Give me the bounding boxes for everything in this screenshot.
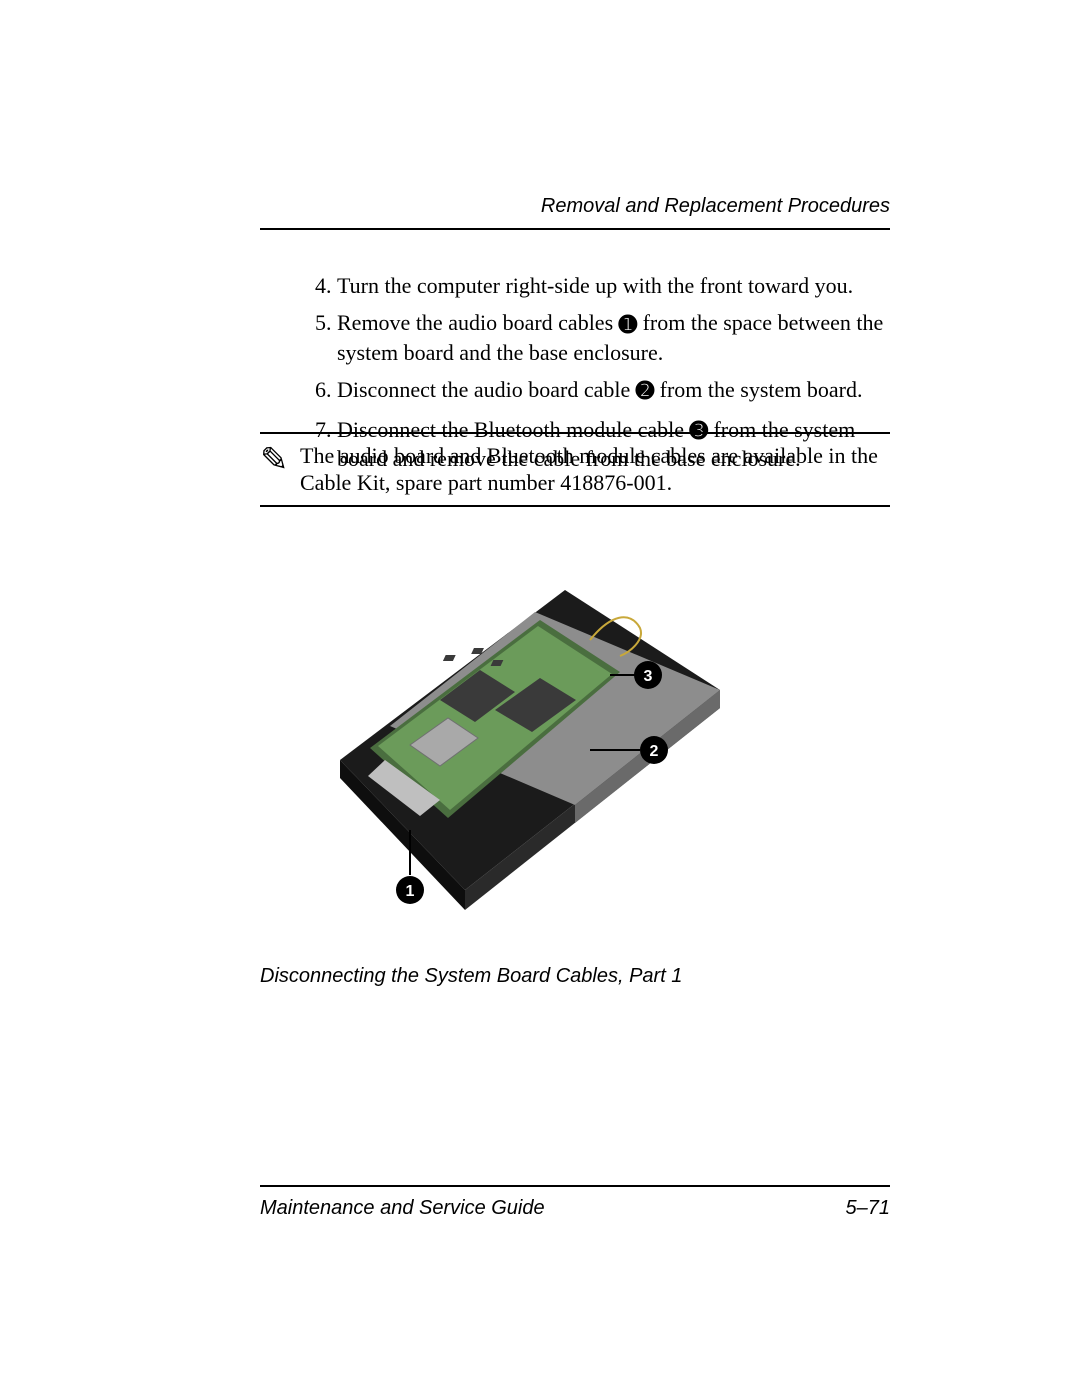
callout-1: 1 xyxy=(406,883,415,900)
list-item: 5 . Remove the audio board cables ➊ from… xyxy=(300,309,890,366)
figure: 1 2 3 xyxy=(290,560,730,930)
step-number: 4 xyxy=(300,272,326,299)
step-text-frag: Turn the computer right-side up with the… xyxy=(337,273,853,298)
step-text: Remove the audio board cables ➊ from the… xyxy=(337,309,890,366)
note-pencil-icon: ✎ xyxy=(260,442,300,478)
figure-caption: Disconnecting the System Board Cables, P… xyxy=(260,965,682,988)
footer-guide-title: Maintenance and Service Guide xyxy=(260,1197,545,1220)
dot: . xyxy=(326,376,337,406)
step-number: 6 xyxy=(300,376,326,406)
note-rule xyxy=(260,432,890,434)
step-number: 5 xyxy=(300,309,326,366)
callout-3: 3 xyxy=(644,668,653,685)
callout-marker-2: ➋ xyxy=(636,377,654,404)
section-header: Removal and Replacement Procedures xyxy=(541,195,890,218)
note-rule xyxy=(260,505,890,507)
step-text-frag: from the system board. xyxy=(654,377,862,402)
page: Removal and Replacement Procedures 4 . T… xyxy=(0,0,1080,1397)
step-text-frag: Disconnect the audio board cable xyxy=(337,377,636,402)
note-text: The audio board and Bluetooth module cab… xyxy=(300,442,890,497)
note-block: ✎ The audio board and Bluetooth module c… xyxy=(260,432,890,507)
dot: . xyxy=(326,309,337,366)
list-item: 4 . Turn the computer right-side up with… xyxy=(300,272,890,299)
step-text: Turn the computer right-side up with the… xyxy=(337,272,890,299)
footer-page-number: 5–71 xyxy=(846,1197,891,1220)
list-item: 6 . Disconnect the audio board cable ➋ f… xyxy=(300,376,890,406)
header-rule xyxy=(260,228,890,230)
callout-marker-1: ➊ xyxy=(619,311,637,338)
figure-svg: 1 2 3 xyxy=(290,560,730,930)
dot: . xyxy=(326,272,337,299)
callout-2: 2 xyxy=(650,743,659,760)
step-text-frag: Remove the audio board cables xyxy=(337,310,619,335)
step-text: Disconnect the audio board cable ➋ from … xyxy=(337,376,890,406)
footer-rule xyxy=(260,1185,890,1187)
